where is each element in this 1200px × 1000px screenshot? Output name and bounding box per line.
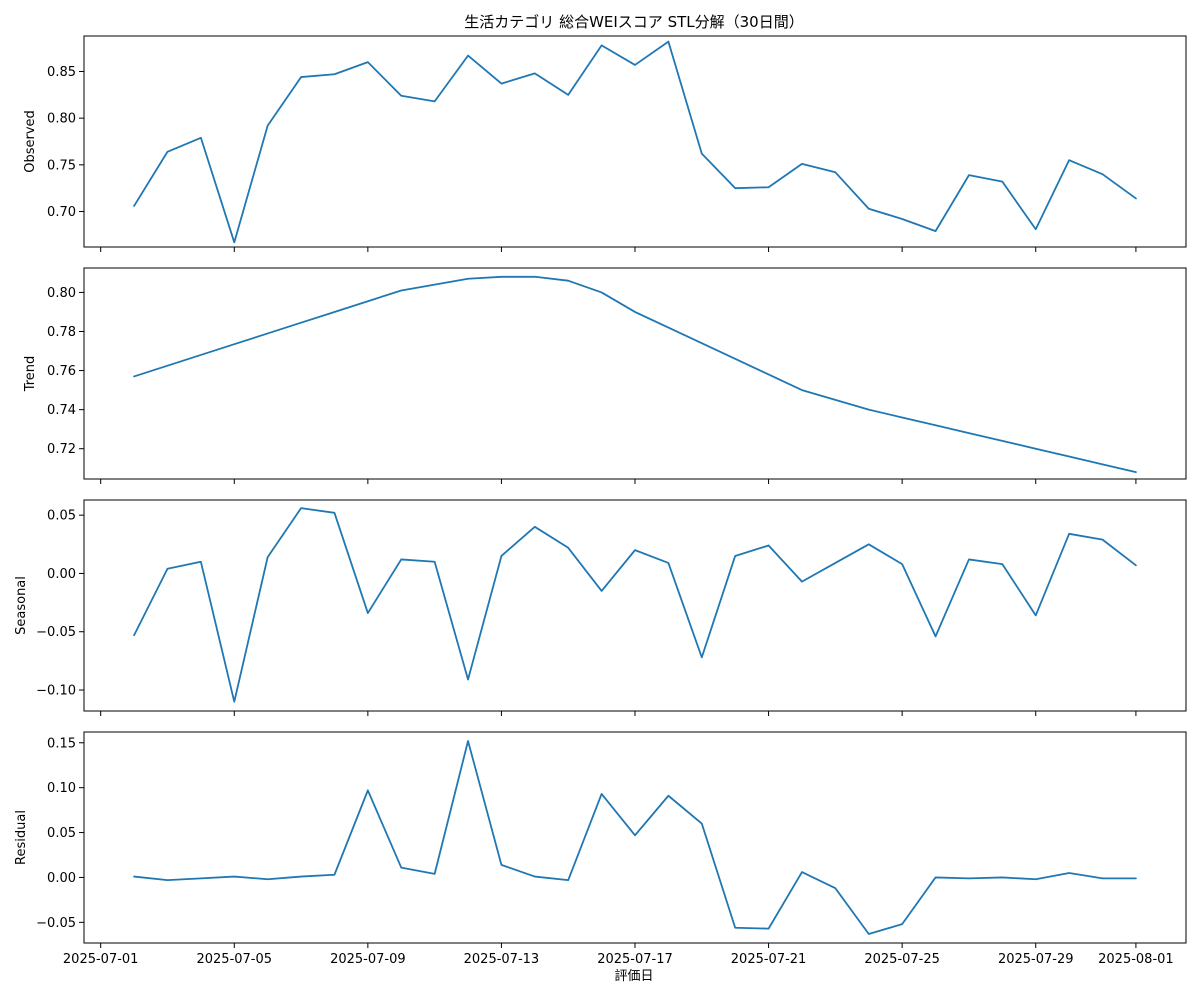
series-line-seasonal — [133, 507, 1137, 703]
panel-seasonal: −0.10 −0.05 0.00 0.05 Seasonal — [14, 499, 1187, 716]
panel-residual: −0.05 0.00 0.05 0.10 0.15 Residual 2025-07-01 2… — [14, 731, 1187, 967]
y-tick-label: 0.10 — [47, 781, 76, 796]
x-axis-label: 評価日 — [614, 969, 653, 984]
plot-frame — [83, 499, 1187, 712]
y-tick-label: 0.15 — [47, 736, 76, 751]
x-tick-label: 2025-07-13 — [464, 952, 540, 967]
panel-observed: 0.70 0.75 0.80 0.85 Observed — [23, 35, 1187, 252]
plot-frame — [83, 267, 1187, 480]
y-tick-label: 0.80 — [47, 112, 76, 127]
y-axis-label: Observed — [23, 110, 38, 173]
y-tick-label: 0.05 — [47, 826, 76, 841]
y-axis-label: Seasonal — [14, 576, 29, 635]
y-tick-label: 0.70 — [47, 205, 76, 220]
x-tick-label: 2025-07-25 — [864, 952, 940, 967]
y-tick-label: 0.80 — [47, 286, 76, 301]
series-line-observed — [133, 40, 1137, 244]
panels: 0.70 0.75 0.80 0.85 Observed 0.72 0.74 0.76 0.78… — [14, 35, 1187, 967]
y-axis-label: Trend — [23, 356, 38, 393]
y-tick-label: −0.10 — [36, 684, 76, 699]
x-tick-label: 2025-07-17 — [597, 952, 673, 967]
y-tick-label: 0.00 — [47, 871, 76, 886]
y-tick-label: 0.72 — [47, 442, 76, 457]
y-tick-label: −0.05 — [36, 625, 76, 640]
x-tick-label: 2025-07-29 — [998, 952, 1074, 967]
plot-frame — [83, 731, 1187, 944]
x-tick-label: 2025-07-05 — [196, 952, 272, 967]
y-tick-label: 0.00 — [47, 567, 76, 582]
y-tick-label: 0.85 — [47, 65, 76, 80]
series-line-trend — [133, 275, 1137, 474]
y-tick-label: −0.05 — [36, 916, 76, 931]
y-tick-label: 0.05 — [47, 509, 76, 524]
series-line-residual — [133, 740, 1137, 935]
panel-trend: 0.72 0.74 0.76 0.78 0.80 Trend — [23, 267, 1187, 484]
y-tick-label: 0.74 — [47, 403, 76, 418]
chart-title: 生活カテゴリ 総合WEIスコア STL分解（30日間） — [464, 13, 803, 31]
y-axis-label: Residual — [14, 810, 29, 865]
y-tick-label: 0.75 — [47, 158, 76, 173]
x-tick-label: 2025-07-21 — [731, 952, 807, 967]
x-tick-label: 2025-07-01 — [63, 952, 139, 967]
plot-frame — [83, 35, 1187, 248]
y-tick-label: 0.76 — [47, 364, 76, 379]
x-tick-label: 2025-07-09 — [330, 952, 406, 967]
x-tick-label: 2025-08-01 — [1098, 952, 1174, 967]
y-tick-label: 0.78 — [47, 325, 76, 340]
